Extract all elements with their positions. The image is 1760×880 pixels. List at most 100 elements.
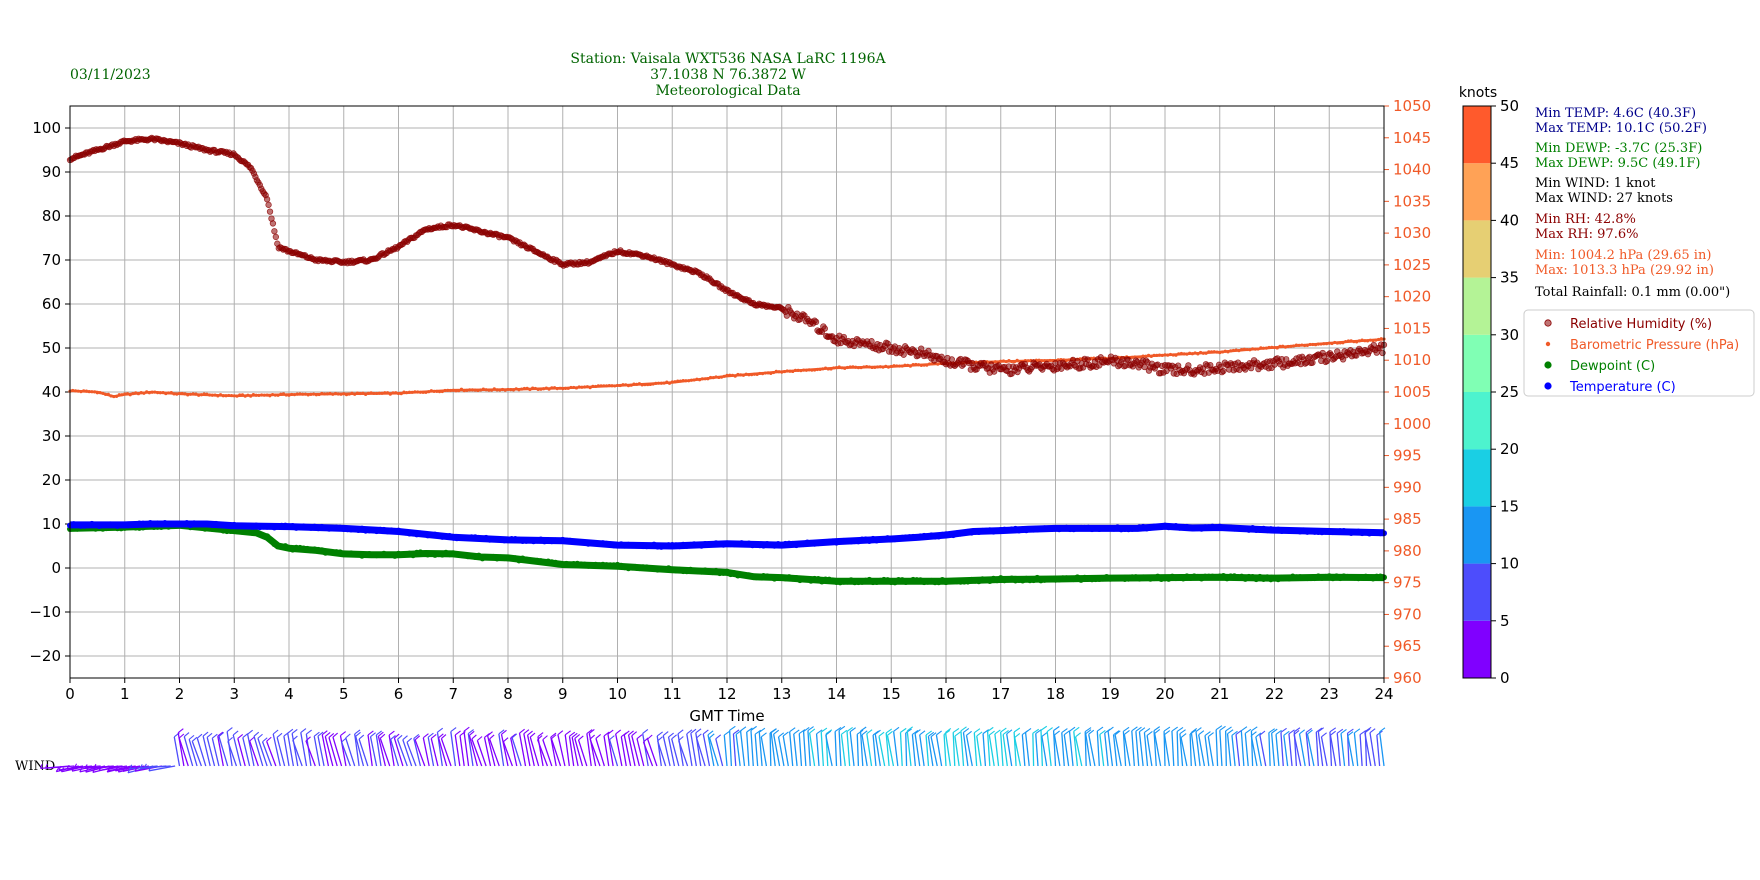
pressure-point [539, 387, 543, 391]
pressure-point [1204, 351, 1208, 355]
y-right-tick-label: 1040 [1393, 161, 1431, 179]
wind-barb-flag [1305, 728, 1313, 733]
pressure-point [1223, 349, 1227, 353]
plot-frame [69, 105, 1385, 679]
pressure-point [1171, 353, 1175, 357]
wind-barb-flag [595, 734, 602, 739]
pressure-point [410, 390, 414, 394]
pressure-point [385, 391, 390, 395]
pressure-point [476, 388, 480, 393]
wind-barb-flag [671, 734, 677, 740]
pressure-point [229, 393, 234, 398]
pressure-point [927, 362, 932, 366]
wind-barb-flag [878, 731, 885, 737]
pressure-point [1040, 359, 1044, 363]
wind-barb-flag [300, 728, 307, 733]
wind-barb-flag [93, 763, 97, 769]
pressure-point [243, 394, 247, 398]
wind-barb [772, 734, 781, 767]
legend-entry: Dewpoint (C) [1570, 359, 1655, 374]
y-left-tick-label: 50 [42, 339, 61, 357]
wind-barb-flag [523, 729, 530, 735]
pressure-point [213, 393, 217, 397]
pressure-point [544, 386, 548, 390]
wind-barb-flag [636, 734, 643, 740]
pressure-point [1327, 341, 1331, 345]
wind-barb-flag [930, 732, 937, 738]
wind-barb-flag [114, 766, 119, 772]
wind-barb-flag [441, 734, 447, 739]
pressure-point [407, 390, 412, 394]
wind-barb-flag [291, 728, 298, 734]
x-tick-label: 1 [120, 685, 130, 703]
pressure-point [298, 392, 302, 396]
pressure-point [79, 389, 83, 394]
pressure-point [621, 383, 625, 387]
wind-barb-flag [702, 729, 709, 735]
rh-point [821, 325, 828, 332]
colorbar-tick-label: 15 [1500, 497, 1519, 515]
pressure-point [832, 366, 836, 370]
colorbar-tick-label: 40 [1500, 211, 1519, 229]
wind-barb [249, 740, 259, 767]
wind-barb [511, 737, 522, 767]
wind-barb [620, 736, 627, 767]
pressure-point [492, 387, 496, 391]
wind-barb [1084, 731, 1087, 767]
pressure-point [698, 378, 702, 382]
stat-line: Max: 1013.3 hPa (29.92 in) [1535, 263, 1714, 278]
pressure-point [224, 394, 228, 398]
wind-barb [815, 733, 820, 767]
wind-barb-flag [537, 732, 544, 738]
pressure-point [925, 363, 929, 367]
pressure-point [684, 379, 688, 383]
rh-point [812, 318, 820, 326]
pressure-point [1289, 344, 1293, 348]
pressure-point [878, 365, 882, 369]
wind-barb [317, 735, 325, 767]
wind-barb [988, 734, 995, 767]
wind-barb [1226, 733, 1232, 767]
wind-barb-flag [519, 728, 525, 734]
pressure-point [840, 366, 844, 370]
wind-barb-flag [55, 767, 60, 772]
wind-barb [1329, 735, 1337, 767]
pressure-point [706, 377, 710, 381]
wind-barb [1280, 732, 1284, 767]
wind-barb-flag [498, 729, 505, 735]
wind-barb-flag [987, 726, 994, 732]
wind-barb [723, 735, 728, 767]
pressure-point [484, 388, 488, 392]
x-tick-label: 18 [1046, 685, 1065, 703]
pressure-point [1182, 352, 1186, 356]
pressure-point [722, 374, 726, 378]
colorbar-segment [1463, 563, 1491, 621]
pressure-point [462, 389, 466, 393]
wind-barb [1040, 730, 1044, 767]
pressure-point [604, 384, 609, 388]
pressure-point [465, 388, 469, 392]
pressure-point [1026, 359, 1030, 363]
grid-lines [69, 106, 1385, 678]
wind-barb-flag [952, 727, 960, 733]
wind-barb [430, 738, 439, 767]
wind-barb [1378, 731, 1385, 767]
pressure-point [1344, 339, 1348, 344]
pressure-point [1305, 343, 1309, 347]
wind-barb [927, 736, 934, 767]
wind-barb-flag [588, 729, 595, 734]
pressure-point [834, 366, 839, 370]
wind-barb [292, 739, 303, 767]
wind-barb-flag [874, 729, 881, 735]
wind-barb [708, 737, 719, 767]
pressure-point [766, 371, 770, 375]
pressure-point [303, 392, 308, 396]
wind-barb [266, 741, 277, 767]
title-line-2: 37.1038 N 76.3872 W [650, 67, 806, 83]
wind-barb [861, 734, 868, 767]
wind-barb [662, 735, 671, 767]
wind-barb [807, 730, 811, 767]
wind-barb [476, 740, 487, 767]
pressure-point [166, 391, 171, 395]
pressure-point [1152, 353, 1156, 358]
